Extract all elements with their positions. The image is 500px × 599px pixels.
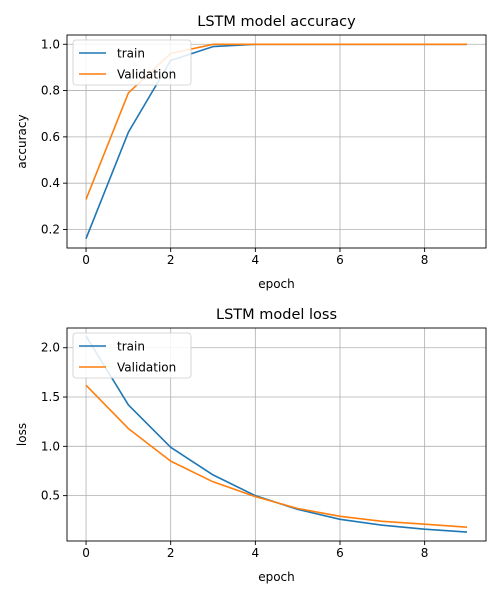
- loss-legend: train Validation: [72, 332, 192, 379]
- accuracy-ytick-label: 1.0: [41, 37, 60, 51]
- accuracy-xtick-label: 2: [167, 253, 175, 267]
- loss-axes-frame: [66, 327, 487, 542]
- accuracy-xtick-label: 6: [336, 253, 344, 267]
- accuracy-x-axis-label: epoch: [258, 277, 295, 291]
- loss-x-axis-label: epoch: [258, 570, 295, 584]
- loss-series-line-validation: [85, 384, 468, 528]
- accuracy-legend-label-validation: Validation: [117, 68, 176, 82]
- accuracy-ytick-label: 0.2: [41, 222, 60, 236]
- loss-legend-label-train: train: [117, 340, 145, 354]
- loss-ytick-label: 1.5: [41, 390, 60, 404]
- accuracy-axes-frame: [66, 34, 487, 249]
- loss-xtick-label: 4: [252, 546, 260, 560]
- accuracy-xtick-label: 4: [252, 253, 260, 267]
- loss-legend-label-validation: Validation: [117, 361, 176, 375]
- accuracy-y-axis-label: accuracy: [15, 114, 29, 168]
- accuracy-legend: train Validation: [72, 39, 192, 86]
- loss-ytick-label: 1.0: [41, 439, 60, 453]
- loss-y-axis-label: loss: [15, 423, 29, 446]
- accuracy-ytick-label: 0.4: [41, 176, 60, 190]
- loss-xtick-label: 8: [421, 546, 429, 560]
- accuracy-ytick-label: 0.8: [41, 84, 60, 98]
- loss-ytick-label: 2.0: [41, 341, 60, 355]
- accuracy-xtick-label: 8: [421, 253, 429, 267]
- loss-xtick-label: 2: [167, 546, 175, 560]
- accuracy-xtick-label: 0: [82, 253, 90, 267]
- loss-xtick-label: 0: [82, 546, 90, 560]
- loss-chart-title: LSTM model loss: [216, 307, 337, 323]
- accuracy-chart: 0 2 4 6 8 0.2 0.4 0.6 0.8 1.0 LSTM model accuracy e…: [15, 14, 487, 291]
- accuracy-ytick-label: 0.6: [41, 130, 60, 144]
- loss-xtick-label: 6: [336, 546, 344, 560]
- accuracy-chart-title: LSTM model accuracy: [197, 14, 356, 30]
- loss-chart: 0 2 4 6 8 0.5 1.0 1.5 2.0 LSTM model loss epoch los…: [15, 307, 487, 584]
- accuracy-legend-label-train: train: [117, 47, 145, 61]
- loss-ytick-label: 0.5: [41, 489, 60, 503]
